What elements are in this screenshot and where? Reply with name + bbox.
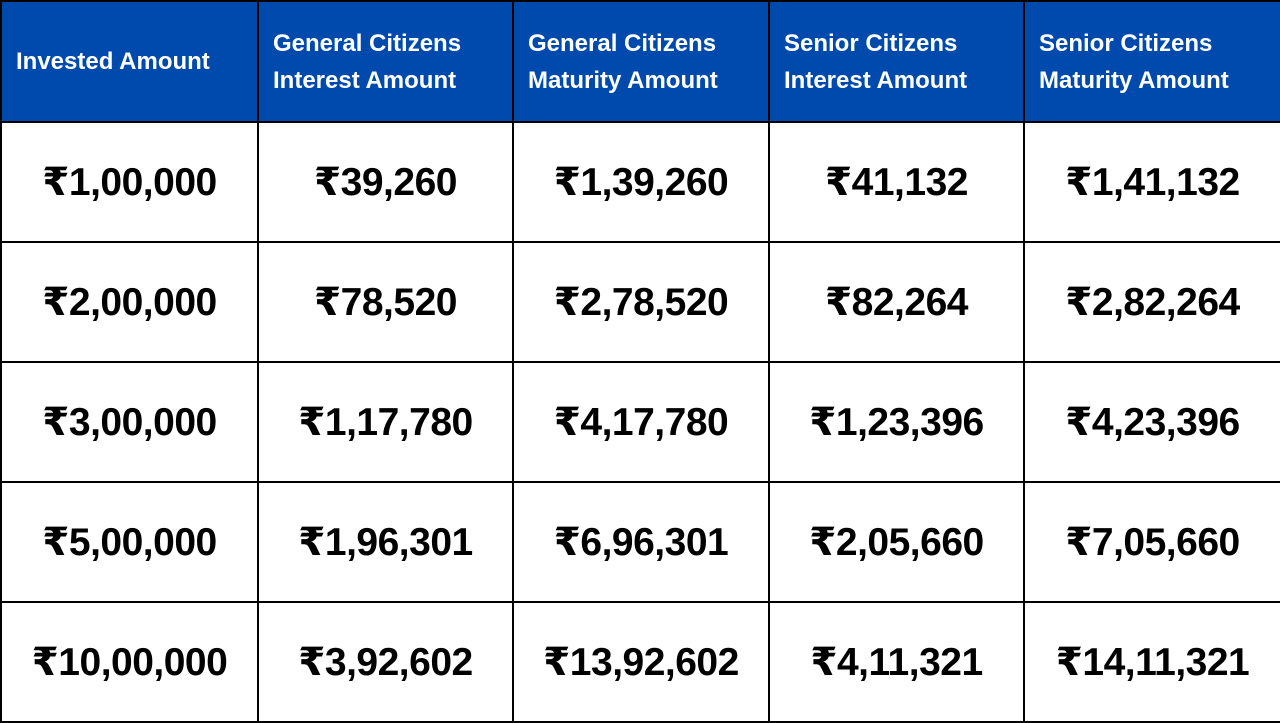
table-row: ₹5,00,000 ₹1,96,301 ₹6,96,301 ₹2,05,660 …: [0, 481, 1280, 603]
cell-senior-maturity: ₹1,41,132: [1023, 121, 1280, 243]
header-label-line2: Maturity Amount: [528, 66, 718, 94]
cell-general-interest: ₹1,96,301: [257, 481, 514, 603]
cell-senior-maturity: ₹4,23,396: [1023, 361, 1280, 483]
cell-general-interest: ₹3,92,602: [257, 601, 514, 723]
cell-general-interest: ₹39,260: [257, 121, 514, 243]
header-label-line2: Interest Amount: [273, 66, 457, 94]
header-label-line1: General Citizens: [273, 29, 462, 57]
cell-senior-interest: ₹4,11,321: [768, 601, 1025, 723]
table-header: Invested Amount General Citizens Interes…: [0, 0, 1280, 123]
cell-general-maturity: ₹2,78,520: [512, 241, 770, 363]
cell-general-interest: ₹1,17,780: [257, 361, 514, 483]
cell-invested-amount: ₹10,00,000: [0, 601, 259, 723]
cell-general-maturity: ₹4,17,780: [512, 361, 770, 483]
table-row: ₹2,00,000 ₹78,520 ₹2,78,520 ₹82,264 ₹2,8…: [0, 241, 1280, 363]
cell-senior-interest: ₹2,05,660: [768, 481, 1025, 603]
cell-invested-amount: ₹5,00,000: [0, 481, 259, 603]
table-row: ₹3,00,000 ₹1,17,780 ₹4,17,780 ₹1,23,396 …: [0, 361, 1280, 483]
header-label-line1: Senior Citizens: [1039, 29, 1213, 57]
header-general-interest: General Citizens Interest Amount: [257, 0, 514, 123]
cell-senior-interest: ₹41,132: [768, 121, 1025, 243]
cell-general-maturity: ₹1,39,260: [512, 121, 770, 243]
header-label-line1: General Citizens: [528, 29, 717, 57]
header-senior-interest: Senior Citizens Interest Amount: [768, 0, 1025, 123]
cell-general-maturity: ₹6,96,301: [512, 481, 770, 603]
cell-senior-maturity: ₹14,11,321: [1023, 601, 1280, 723]
cell-senior-maturity: ₹2,82,264: [1023, 241, 1280, 363]
header-label-line2: Interest Amount: [784, 66, 968, 94]
header-senior-maturity: Senior Citizens Maturity Amount: [1023, 0, 1280, 123]
cell-invested-amount: ₹3,00,000: [0, 361, 259, 483]
cell-general-interest: ₹78,520: [257, 241, 514, 363]
cell-general-maturity: ₹13,92,602: [512, 601, 770, 723]
cell-senior-interest: ₹1,23,396: [768, 361, 1025, 483]
cell-senior-interest: ₹82,264: [768, 241, 1025, 363]
header-label-line1: Senior Citizens: [784, 29, 958, 57]
table-row: ₹1,00,000 ₹39,260 ₹1,39,260 ₹41,132 ₹1,4…: [0, 121, 1280, 243]
header-label-line2: Maturity Amount: [1039, 66, 1229, 94]
header-invested-amount: Invested Amount: [0, 0, 259, 123]
table-row: ₹10,00,000 ₹3,92,602 ₹13,92,602 ₹4,11,32…: [0, 601, 1280, 723]
header-row: Invested Amount General Citizens Interes…: [0, 0, 1280, 123]
header-general-maturity: General Citizens Maturity Amount: [512, 0, 770, 123]
header-label: Invested Amount: [16, 48, 210, 75]
cell-senior-maturity: ₹7,05,660: [1023, 481, 1280, 603]
cell-invested-amount: ₹2,00,000: [0, 241, 259, 363]
table-body: ₹1,00,000 ₹39,260 ₹1,39,260 ₹41,132 ₹1,4…: [0, 121, 1280, 723]
cell-invested-amount: ₹1,00,000: [0, 121, 259, 243]
